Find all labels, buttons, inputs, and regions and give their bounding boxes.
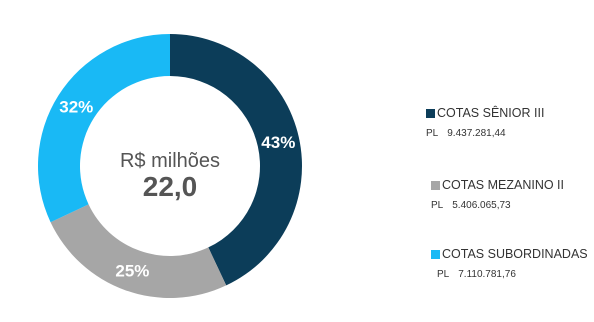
- legend-swatch-senior: [426, 108, 435, 118]
- legend-label-senior: COTAS SÊNIOR III: [437, 106, 545, 120]
- legend-swatch-subordinadas: [431, 249, 440, 259]
- center-value: 22,0: [143, 171, 198, 202]
- legend-pl-label-mezanino: PL: [431, 200, 444, 211]
- legend-pl-value-mezanino: 5.406.065,73: [452, 200, 511, 211]
- legend-item-mezanino: COTAS MEZANINO II PL 5.406.065,73: [431, 178, 564, 211]
- slice-percent-labels: 43% 25% 32%: [59, 98, 295, 281]
- slice-label-senior: 43%: [261, 133, 295, 152]
- legend-pl-value-senior: 9.437.281,44: [447, 128, 506, 139]
- slice-subordinadas: [37, 34, 170, 223]
- slice-senior: [170, 34, 302, 286]
- center-label: R$ milhões: [120, 150, 220, 172]
- legend-pl-value-subordinadas: 7.110.781,76: [458, 269, 516, 280]
- legend-pl-label-subordinadas: PL: [437, 269, 450, 280]
- legend-pl-label-senior: PL: [426, 128, 439, 139]
- legend-label-subordinadas: COTAS SUBORDINADAS: [442, 247, 588, 261]
- donut-chart: 43% 25% 32% R$ milhões 22,0: [37, 34, 302, 298]
- legend-label-mezanino: COTAS MEZANINO II: [442, 178, 564, 192]
- slice-label-mezanino: 25%: [115, 261, 149, 280]
- legend-swatch-mezanino: [431, 180, 440, 190]
- legend-item-senior: COTAS SÊNIOR III PL 9.437.281,44: [426, 106, 544, 139]
- donut-slices: [37, 34, 302, 298]
- legend-item-subordinadas: COTAS SUBORDINADAS PL 7.110.781,76: [431, 247, 588, 280]
- slice-mezanino: [50, 204, 227, 298]
- slice-label-subordinadas: 32%: [59, 98, 93, 117]
